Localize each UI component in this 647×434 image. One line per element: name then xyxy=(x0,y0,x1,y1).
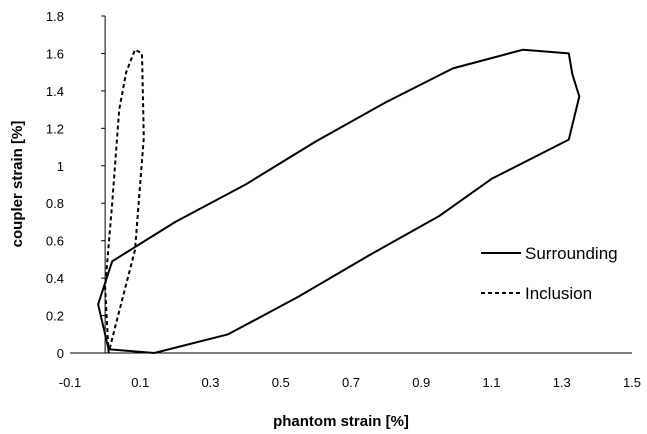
x-tick-label: 0.9 xyxy=(412,375,430,390)
y-tick-label: 0.8 xyxy=(46,196,64,211)
y-tick-label: 1.6 xyxy=(46,46,64,61)
y-tick-label: 0.2 xyxy=(46,309,64,324)
series-line-inclusion xyxy=(104,48,145,354)
y-tick-label: 1.8 xyxy=(46,9,64,24)
y-tick-label: 1.2 xyxy=(46,121,64,136)
legend-label-surrounding: Surrounding xyxy=(525,244,618,263)
x-tick-label: 1.5 xyxy=(623,375,641,390)
x-tick-label: -0.1 xyxy=(59,375,81,390)
x-tick-label: 0.1 xyxy=(131,375,149,390)
y-axis-title: coupler strain [%] xyxy=(9,121,26,248)
y-tick-label: 0.4 xyxy=(46,271,64,286)
legend-label-inclusion: Inclusion xyxy=(525,284,592,303)
y-tick-labels: 0 0.2 0.4 0.6 0.8 1 1.2 1.4 1.6 1.8 xyxy=(46,9,106,361)
x-axis-title: phantom strain [%] xyxy=(273,413,409,430)
y-tick-label: 0.6 xyxy=(46,234,64,249)
series-layer xyxy=(97,48,581,354)
series-line-surrounding xyxy=(97,48,581,354)
legend-item-inclusion: Inclusion xyxy=(481,284,592,303)
y-tick-label: 1.4 xyxy=(46,84,64,99)
x-tick-labels: -0.1 0.1 0.3 0.5 0.7 0.9 1.1 1.3 1.5 xyxy=(59,375,641,390)
x-tick-label: 0.5 xyxy=(272,375,290,390)
legend: Surrounding Inclusion xyxy=(481,244,618,303)
y-tick-label: 1 xyxy=(57,159,64,174)
x-tick-label: 1.1 xyxy=(482,375,500,390)
x-tick-label: 0.7 xyxy=(342,375,360,390)
y-tick-label: 0 xyxy=(57,346,64,361)
legend-item-surrounding: Surrounding xyxy=(481,244,618,263)
x-tick-label: 1.3 xyxy=(553,375,571,390)
x-tick-label: 0.3 xyxy=(201,375,219,390)
